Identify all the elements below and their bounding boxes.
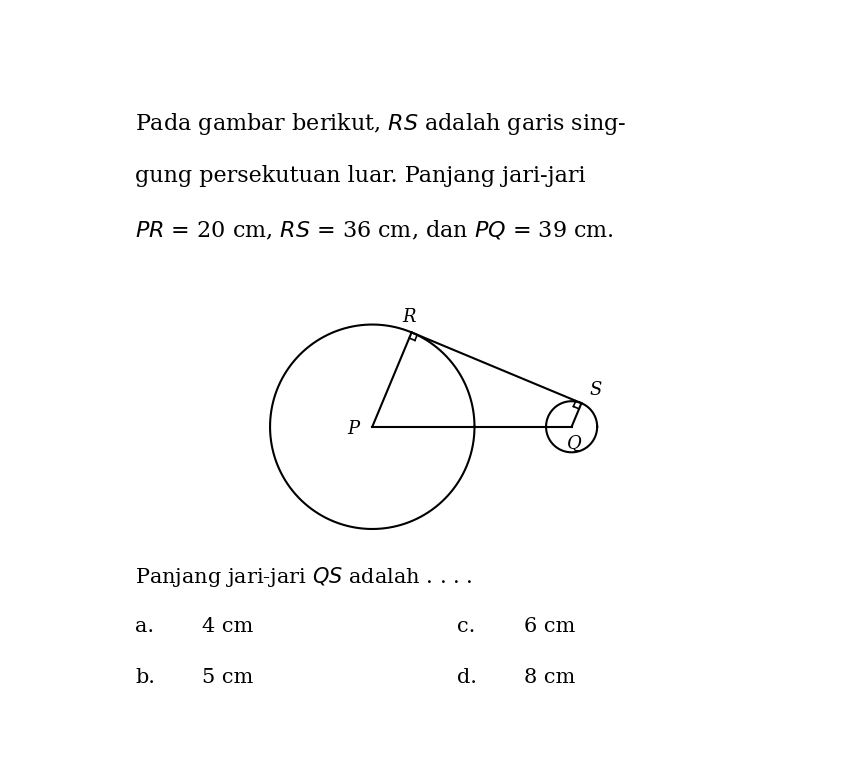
Text: gung persekutuan luar. Panjang jari-jari: gung persekutuan luar. Panjang jari-jari [135,165,585,187]
Text: d.: d. [457,668,477,687]
Text: 4 cm: 4 cm [203,617,254,636]
Text: 8 cm: 8 cm [525,668,576,687]
Text: c.: c. [457,617,475,636]
Text: S: S [589,381,602,399]
Text: Pada gambar berikut, $RS$ adalah garis sing-: Pada gambar berikut, $RS$ adalah garis s… [135,111,626,136]
Text: $PR$ = 20 cm, $RS$ = 36 cm, dan $PQ$ = 39 cm.: $PR$ = 20 cm, $RS$ = 36 cm, dan $PQ$ = 3… [135,220,614,242]
Text: 5 cm: 5 cm [203,668,254,687]
Text: a.: a. [135,617,154,636]
Text: P: P [347,421,359,439]
Text: R: R [403,308,416,326]
Text: Q: Q [566,435,582,453]
Text: Panjang jari-jari $QS$ adalah . . . .: Panjang jari-jari $QS$ adalah . . . . [135,565,473,589]
Text: b.: b. [135,668,155,687]
Text: 6 cm: 6 cm [525,617,576,636]
